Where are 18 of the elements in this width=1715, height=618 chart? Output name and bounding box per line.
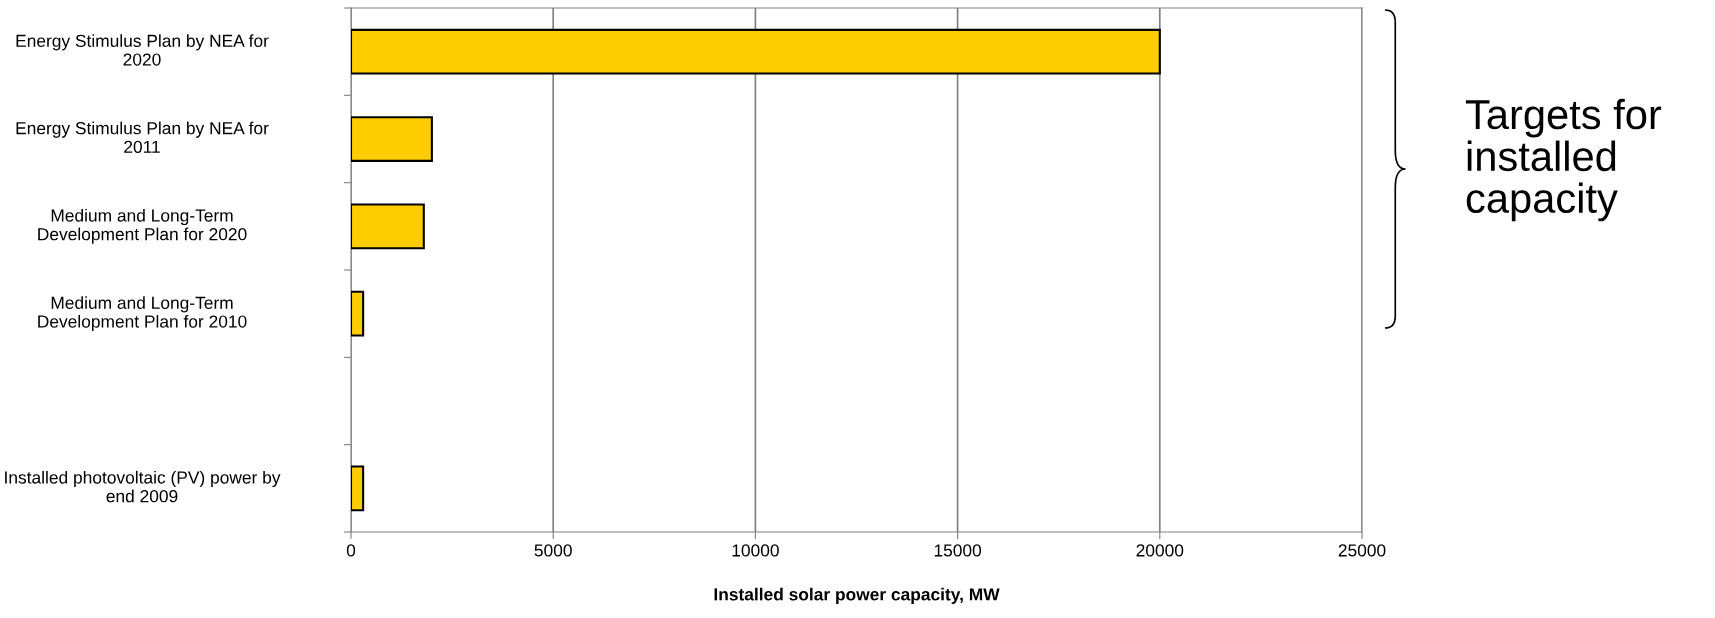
y-tick-label: Energy Stimulus Plan by NEA for 2020 <box>16 34 269 66</box>
x-tick-label: 10000 <box>732 544 779 557</box>
text: Targets for installed capacity <box>1465 98 1662 222</box>
y-tick-label: Energy Stimulus Plan by NEA for 2011 <box>16 121 269 154</box>
x-tick-label: 25000 <box>1338 544 1386 557</box>
bar <box>351 116 433 162</box>
x-axis-title: Installed solar power capacity, MW <box>714 587 1000 604</box>
y-tick-label: Medium and Long-Term Development Plan for 2010 <box>38 296 247 332</box>
y-tick-label: Installed photovoltaic (PV) power by end 2009 <box>5 470 281 503</box>
x-tick-label: 20000 <box>1136 544 1184 557</box>
y-tick-label: Medium and Long-Term Development Plan for 2020 <box>38 208 247 244</box>
x-tick-label: 15000 <box>934 544 982 557</box>
bar <box>351 290 365 337</box>
bar <box>351 203 425 250</box>
x-tick-label: 5000 <box>534 544 572 557</box>
x-tick-label: 0 <box>346 544 356 557</box>
bar <box>351 465 365 512</box>
bar <box>351 28 1161 75</box>
